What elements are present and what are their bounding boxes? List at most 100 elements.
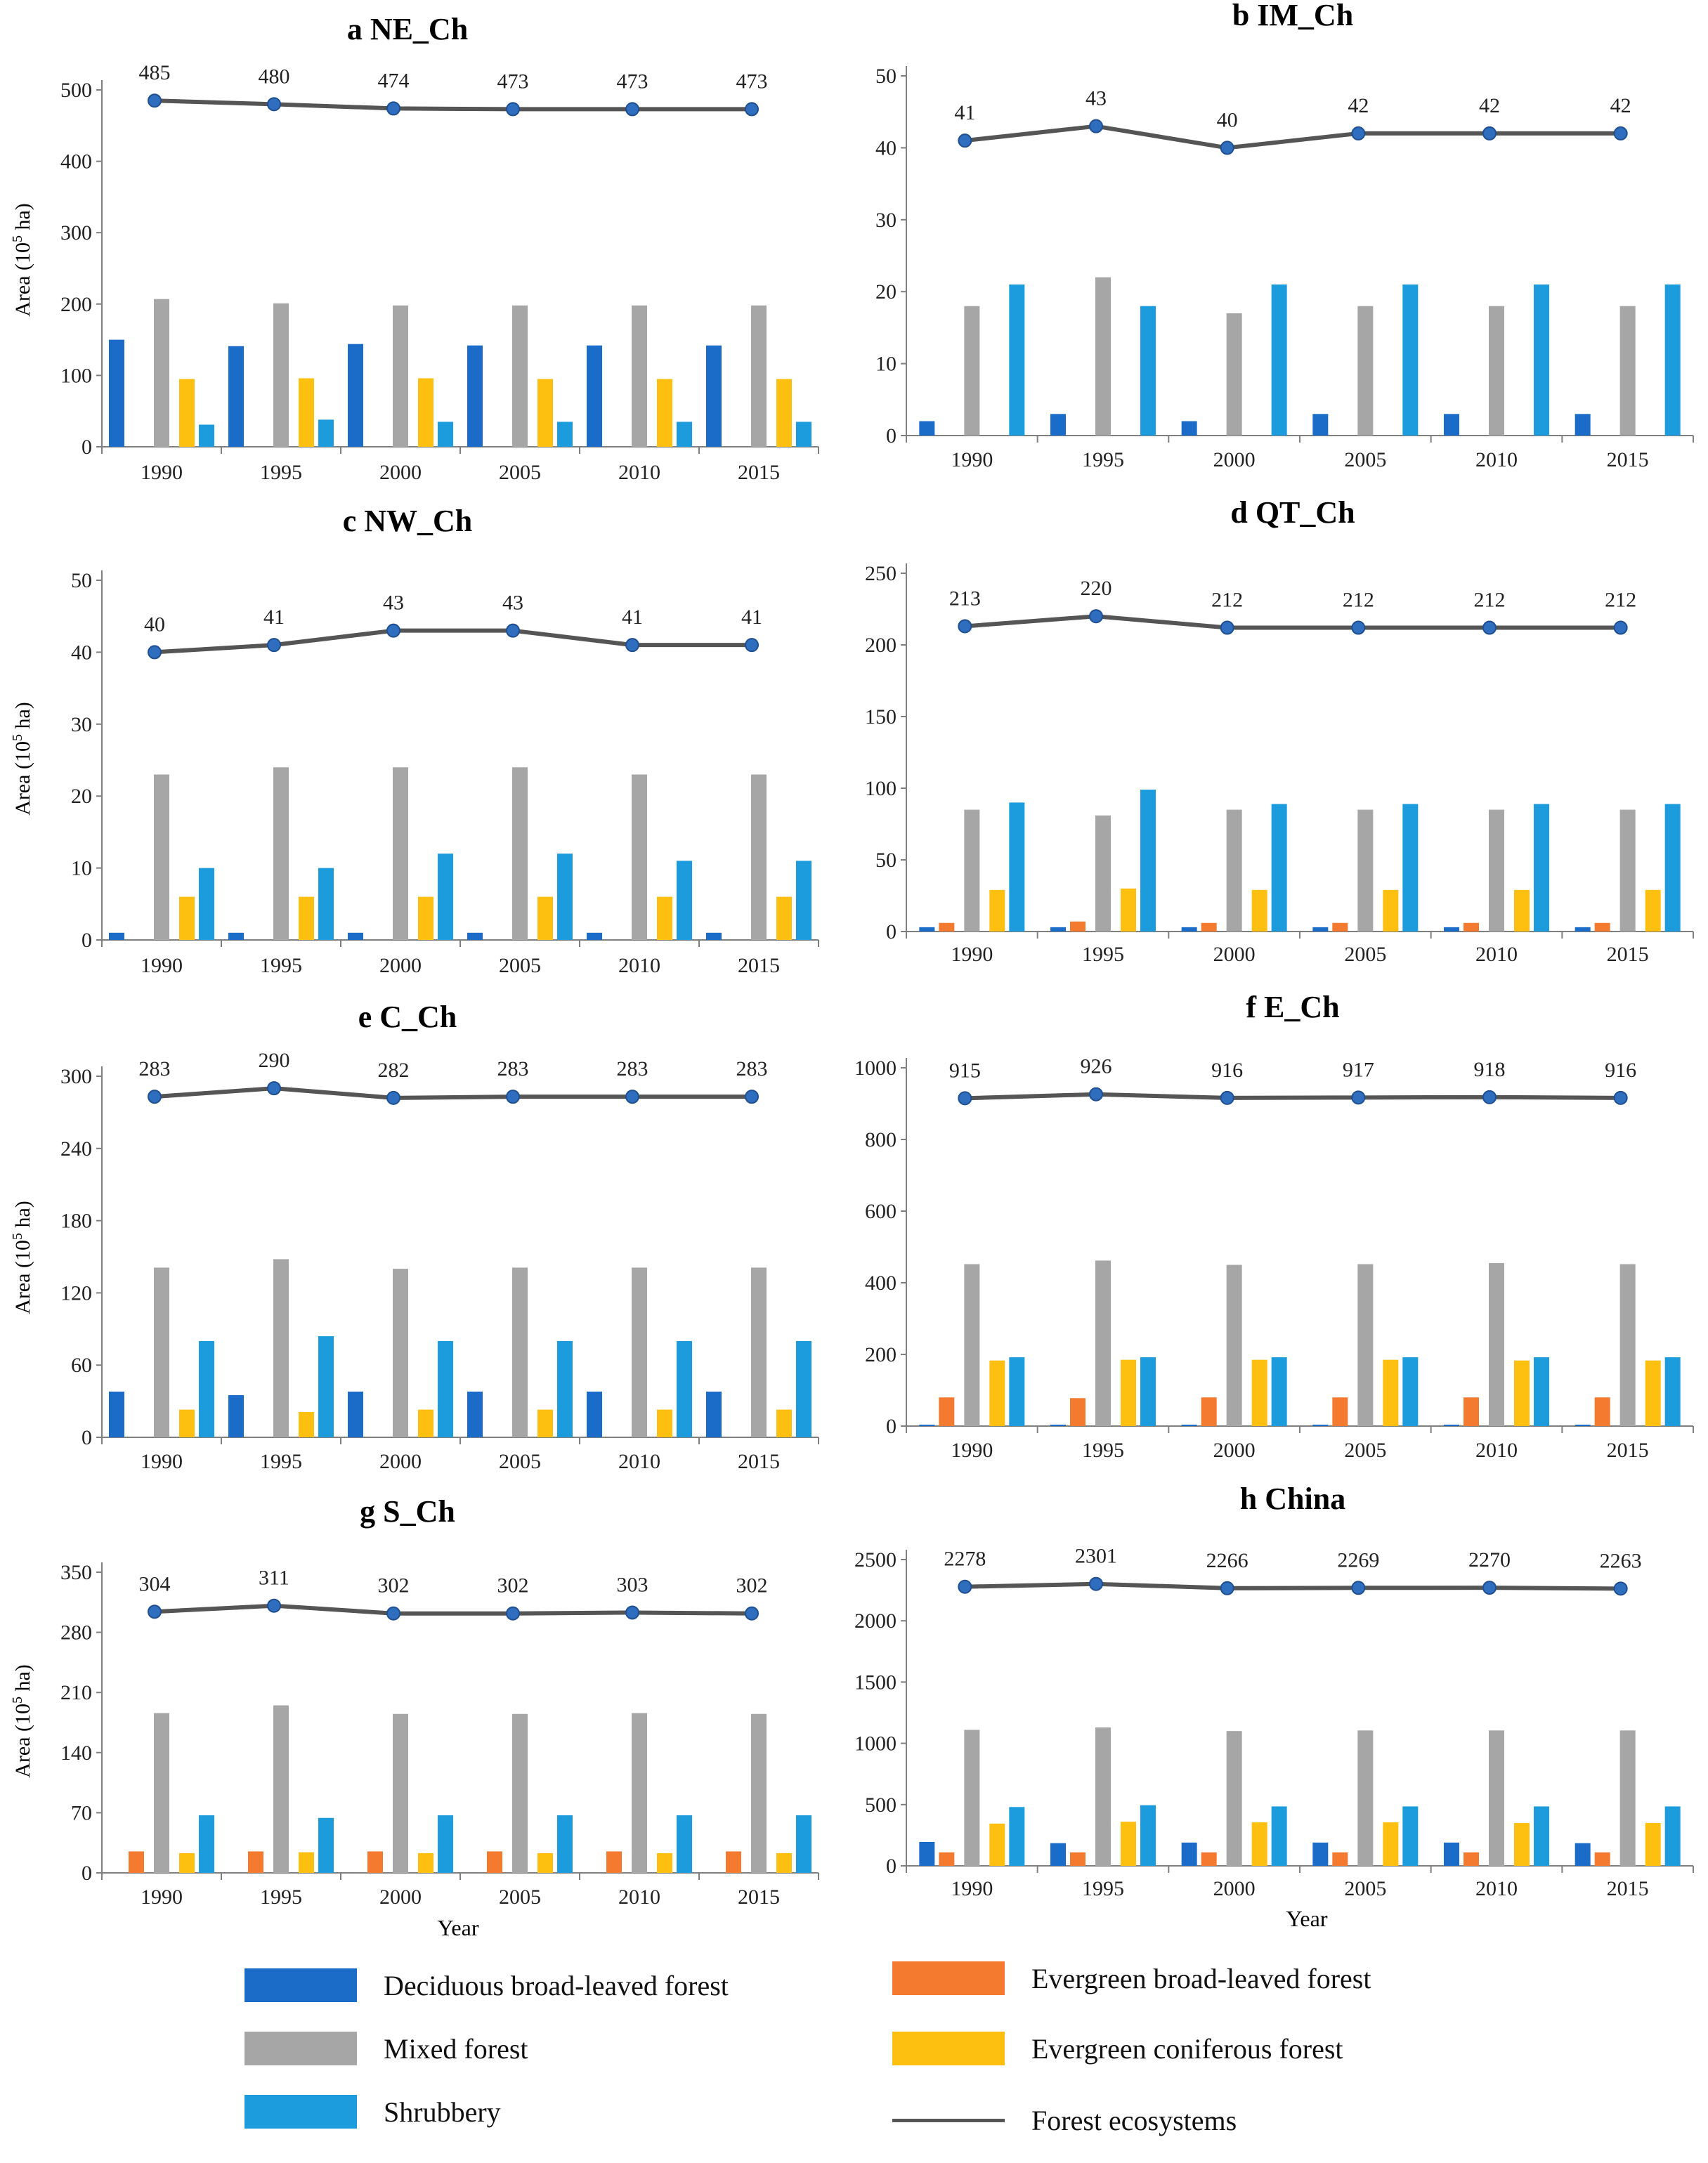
bar-deciduous-broadleaved bbox=[467, 1391, 483, 1437]
bar-mixed bbox=[751, 774, 767, 940]
forest-ecosystems-point bbox=[148, 93, 162, 108]
x-tick-label: 2015 bbox=[738, 1450, 780, 1473]
forest-ecosystems-point bbox=[745, 1090, 759, 1104]
bar-shrubbery bbox=[1402, 284, 1419, 436]
legend-item-evergreen-broadleaved: Evergreen broad-leaved forest bbox=[892, 1961, 1371, 1995]
forest-ecosystems-line bbox=[154, 1086, 752, 1100]
bar-mixed bbox=[273, 303, 289, 447]
bar-evergreen-coniferous bbox=[657, 1852, 672, 1873]
y-tick-label: 0 bbox=[82, 1426, 92, 1449]
bar-deciduous-broadleaved bbox=[919, 421, 935, 436]
bar-evergreen-coniferous bbox=[776, 896, 792, 940]
x-axis-title: Year bbox=[1286, 1906, 1328, 1931]
bar-deciduous-broadleaved bbox=[1050, 1424, 1066, 1426]
bar-mixed bbox=[512, 1267, 528, 1437]
forest-ecosystems-point bbox=[958, 133, 972, 148]
y-axis-label: Area (105 ha) bbox=[10, 1201, 34, 1314]
bar-shrubbery bbox=[199, 1815, 214, 1873]
forest-ecosystems-point bbox=[1482, 1581, 1497, 1595]
data-label: 2270 bbox=[1468, 1548, 1511, 1571]
bar-shrubbery bbox=[1534, 284, 1549, 436]
data-label: 41 bbox=[622, 606, 643, 629]
y-axis-label: Area (105 ha) bbox=[10, 203, 34, 317]
x-tick-label: 1995 bbox=[1082, 448, 1124, 471]
bar-mixed bbox=[1489, 809, 1504, 932]
forest-ecosystems-point bbox=[506, 1606, 520, 1621]
x-tick-label: 2005 bbox=[1344, 448, 1386, 471]
bar-evergreen-coniferous bbox=[1645, 1822, 1661, 1866]
y-tick-label: 50 bbox=[875, 849, 897, 872]
bar-mixed bbox=[964, 1264, 980, 1426]
forest-ecosystems-point bbox=[1351, 1581, 1366, 1595]
forest-ecosystems-point bbox=[1613, 126, 1628, 141]
y-tick-label: 400 bbox=[60, 150, 92, 174]
y-tick-label: 210 bbox=[60, 1681, 92, 1704]
panel-title: d QT_Ch bbox=[1230, 495, 1355, 530]
legend: Deciduous broad-leaved forest Mixed fore… bbox=[0, 1953, 1708, 2163]
bar-evergreen-coniferous bbox=[299, 1412, 314, 1437]
y-tick-label: 30 bbox=[71, 713, 92, 736]
forest-ecosystems-point bbox=[958, 1091, 972, 1106]
forest-ecosystems-point bbox=[1220, 1090, 1234, 1105]
bar-shrubbery bbox=[1009, 284, 1025, 436]
bar-evergreen-coniferous bbox=[179, 379, 195, 447]
bar-deciduous-broadleaved bbox=[1575, 1424, 1591, 1426]
bar-mixed bbox=[632, 305, 647, 447]
data-label: 41 bbox=[741, 606, 762, 629]
bar-deciduous-broadleaved bbox=[706, 932, 722, 940]
legend-label-forest-ecosystems: Forest ecosystems bbox=[1031, 2105, 1237, 2136]
bar-shrubbery bbox=[318, 1336, 334, 1437]
bar-shrubbery bbox=[1140, 1357, 1156, 1426]
legend-label-deciduous: Deciduous broad-leaved forest bbox=[384, 1969, 729, 2001]
y-tick-label: 70 bbox=[71, 1801, 92, 1824]
y-tick-label: 250 bbox=[865, 562, 897, 585]
data-label: 283 bbox=[497, 1057, 529, 1080]
x-tick-label: 2005 bbox=[499, 1886, 541, 1909]
legend-label-evergreen-broadleaved: Evergreen broad-leaved forest bbox=[1031, 1962, 1371, 1994]
bar-shrubbery bbox=[1009, 802, 1025, 932]
x-tick-label: 1990 bbox=[951, 1439, 993, 1462]
forest-ecosystems-line bbox=[965, 124, 1621, 150]
panel-title: c NW_Ch bbox=[343, 504, 473, 538]
x-tick-label: 2005 bbox=[499, 461, 541, 484]
y-tick-label: 100 bbox=[865, 777, 897, 800]
y-tick-label: 2000 bbox=[854, 1609, 897, 1633]
bar-mixed bbox=[1357, 1730, 1374, 1866]
data-label: 917 bbox=[1343, 1058, 1374, 1081]
bar-deciduous-broadleaved bbox=[1444, 1424, 1459, 1426]
forest-ecosystems-line bbox=[965, 1092, 1621, 1101]
y-tick-label: 20 bbox=[875, 280, 897, 303]
bar-evergreen-coniferous bbox=[179, 896, 195, 940]
bar-deciduous-broadleaved bbox=[1312, 1842, 1329, 1866]
panel-title: f E_Ch bbox=[1246, 990, 1339, 1024]
bar-evergreen-broadleaved bbox=[1594, 922, 1610, 932]
bar-mixed bbox=[393, 1713, 408, 1873]
legend-item-shrubbery: Shrubbery bbox=[245, 2095, 501, 2129]
bar-evergreen-coniferous bbox=[1645, 1360, 1661, 1426]
bar-evergreen-coniferous bbox=[989, 1360, 1005, 1426]
forest-ecosystems-line bbox=[154, 1603, 752, 1616]
bar-deciduous-broadleaved bbox=[1312, 927, 1329, 932]
forest-ecosystems-point bbox=[148, 1605, 162, 1619]
forest-ecosystems-point bbox=[386, 1606, 400, 1621]
data-label: 302 bbox=[736, 1574, 768, 1597]
bar-deciduous-broadleaved bbox=[587, 1391, 602, 1437]
bar-mixed bbox=[1095, 1260, 1111, 1426]
bar-mixed bbox=[273, 1259, 289, 1437]
chart-grid: a NE_Ch 0 100 200 300 400 500 1990 1995 2000 2005 2… bbox=[10, 0, 1694, 1940]
x-tick-label: 1990 bbox=[951, 943, 993, 966]
bar-shrubbery bbox=[1534, 1357, 1549, 1426]
bar-shrubbery bbox=[1009, 1807, 1025, 1866]
bar-shrubbery bbox=[438, 1340, 453, 1437]
y-tick-label: 50 bbox=[875, 65, 897, 88]
x-tick-label: 2010 bbox=[1475, 943, 1518, 966]
bar-mixed bbox=[751, 1267, 767, 1437]
forest-ecosystems-point bbox=[1089, 1576, 1103, 1591]
bar-evergreen-broadleaved bbox=[1070, 1398, 1086, 1426]
forest-ecosystems-point bbox=[1482, 126, 1497, 141]
bar-evergreen-broadleaved bbox=[1070, 921, 1086, 932]
forest-ecosystems-point bbox=[745, 102, 759, 117]
bar-deciduous-broadleaved bbox=[1181, 1424, 1197, 1426]
forest-ecosystems-point bbox=[625, 1090, 639, 1104]
x-tick-label: 2015 bbox=[738, 461, 780, 484]
